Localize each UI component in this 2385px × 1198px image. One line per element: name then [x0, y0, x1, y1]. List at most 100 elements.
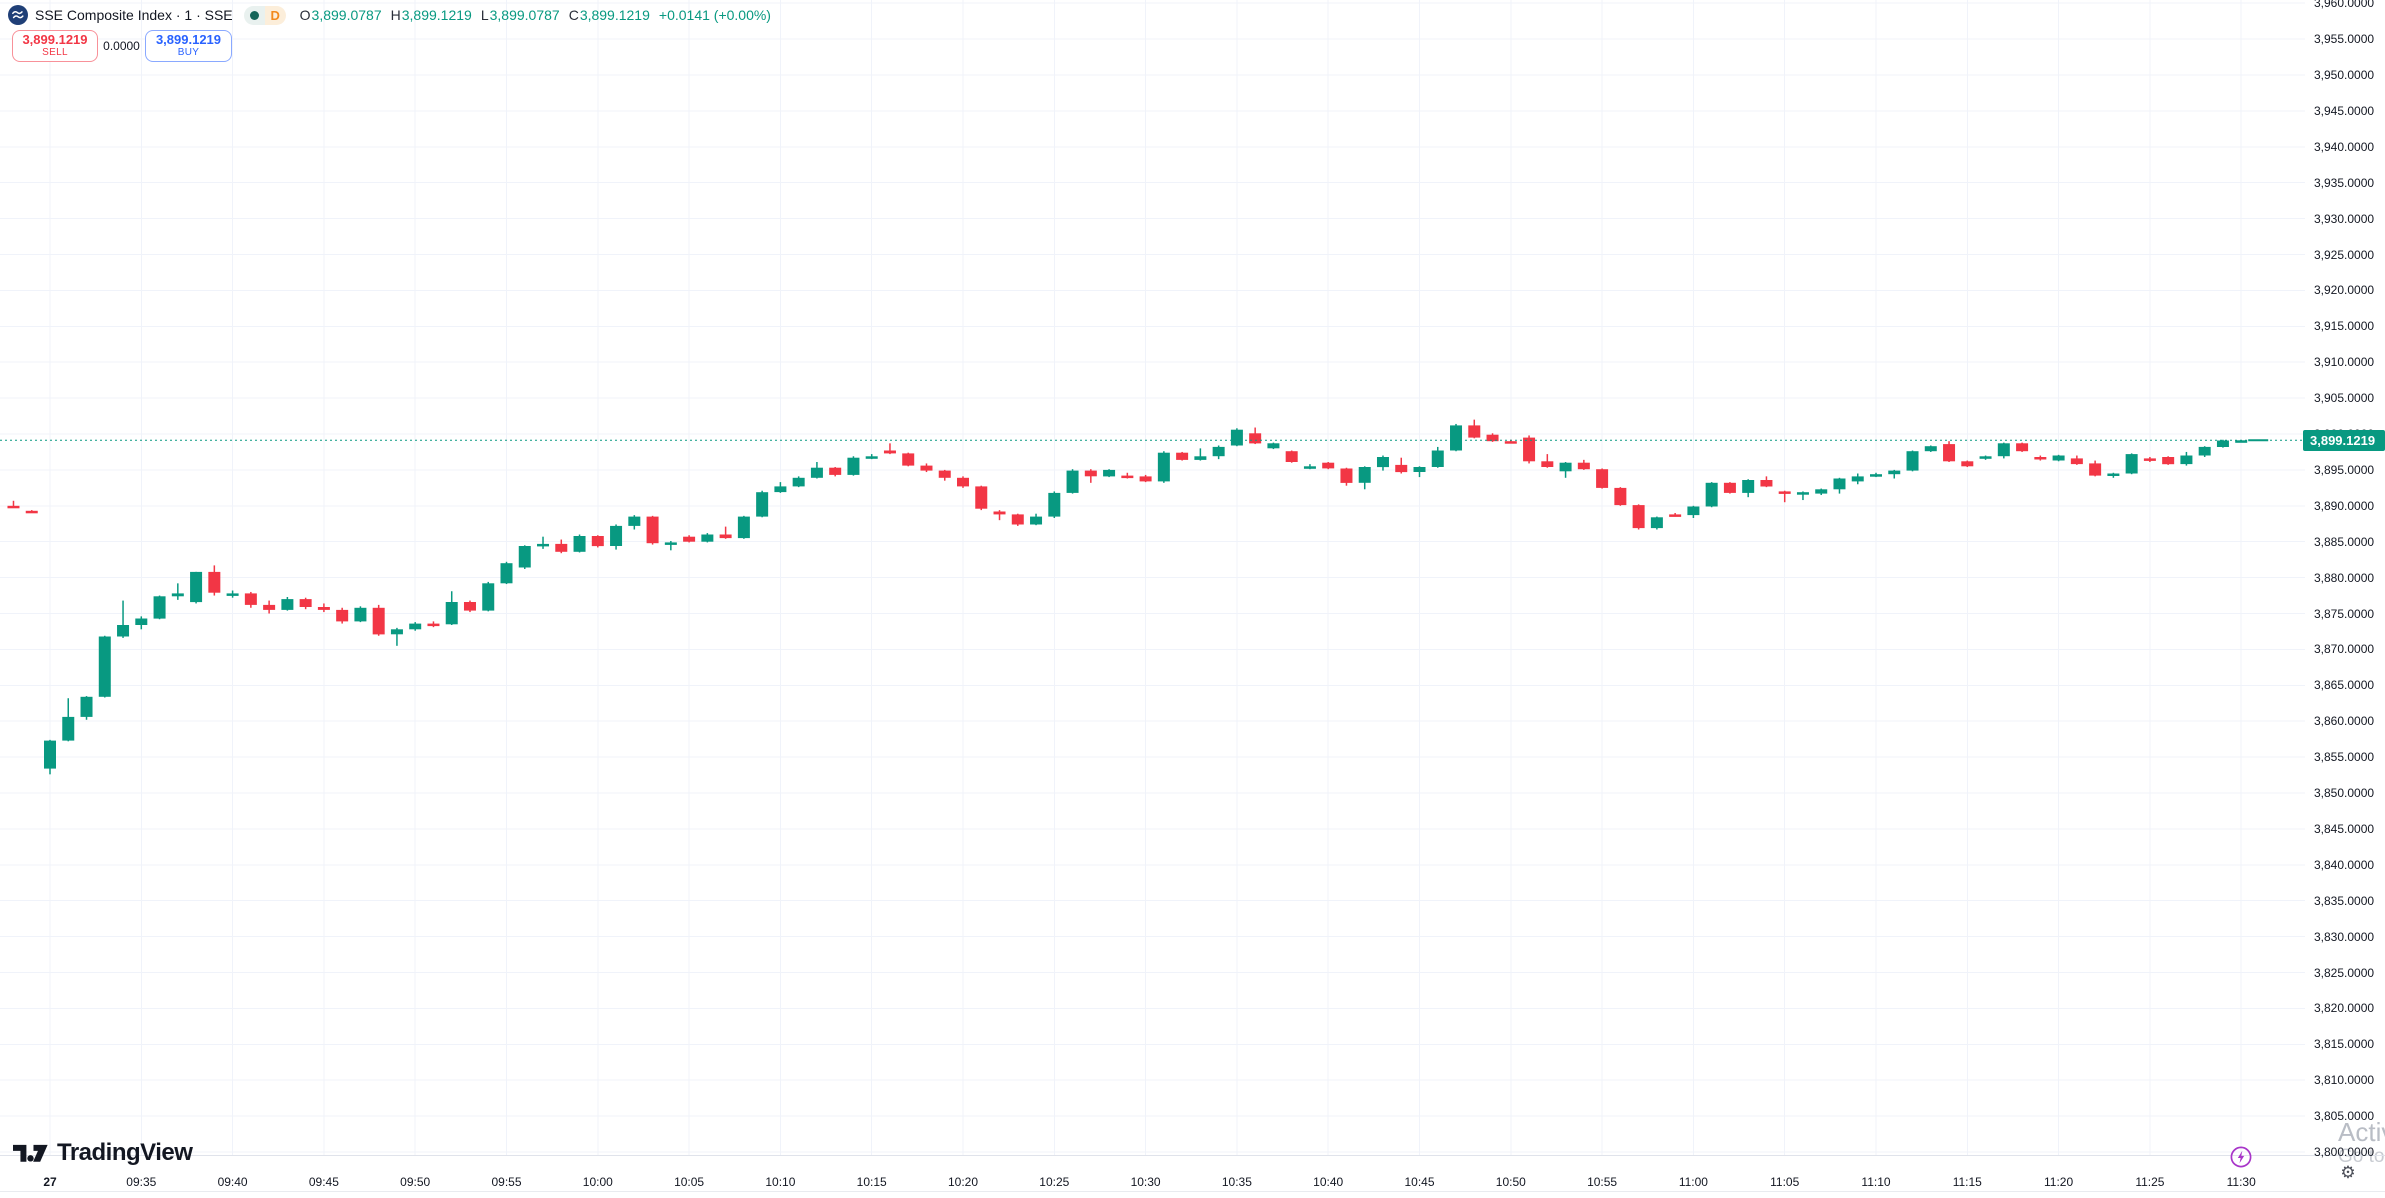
candle-body — [1961, 461, 1974, 467]
price-tick-label: 3,885.0000 — [2314, 534, 2375, 549]
candle-body — [44, 740, 56, 769]
candle-body — [1066, 470, 1079, 493]
candle-body — [1669, 514, 1682, 517]
time-tick-label: 09:50 — [400, 1175, 431, 1189]
time-tick-label: 10:15 — [856, 1175, 887, 1189]
candle-body — [25, 510, 38, 514]
candle-body — [135, 618, 148, 625]
change-value: +0.0141 (+0.00%) — [658, 7, 771, 23]
time-tick-label: 11:05 — [1770, 1175, 1800, 1189]
interval-badge[interactable]: D — [264, 5, 286, 25]
candle-body — [1778, 491, 1791, 494]
time-tick-label: 10:40 — [1313, 1175, 1344, 1189]
candle-body — [1230, 429, 1243, 446]
instant-data-icon[interactable] — [2230, 1146, 2252, 1168]
candle-body — [1157, 452, 1170, 482]
candle-body — [2180, 455, 2193, 465]
price-tick-label: 3,835.0000 — [2314, 893, 2375, 908]
candle-body — [500, 563, 513, 584]
candle-body — [2016, 443, 2029, 452]
candle-body — [1486, 434, 1499, 442]
close-label: C — [568, 7, 579, 23]
candle-body — [829, 467, 842, 475]
candle-body — [1504, 441, 1517, 444]
price-tick-label: 3,805.0000 — [2314, 1109, 2375, 1124]
candle-body — [1943, 444, 1956, 462]
candle-body — [1924, 446, 1937, 452]
candle-body — [1121, 475, 1134, 479]
candle-body — [1194, 456, 1207, 460]
candle-body — [80, 696, 93, 717]
candle-body — [1413, 467, 1426, 472]
candle-body — [683, 536, 696, 542]
candle-body — [957, 477, 969, 487]
close-value: 3,899.1219 — [579, 7, 650, 23]
sell-label: SELL — [42, 47, 68, 58]
candle-body — [1103, 469, 1116, 477]
candle-body — [117, 625, 130, 637]
time-axis-border — [0, 1155, 2385, 1156]
candle-body — [938, 470, 951, 478]
candle-body — [153, 596, 166, 619]
candle-body — [7, 505, 20, 509]
price-tick-label: 3,850.0000 — [2314, 786, 2375, 800]
candle-body — [1906, 451, 1919, 471]
candle-body — [1742, 480, 1755, 493]
price-axis[interactable]: 3,960.0000 3,955.0000 3,950.0000 3,945.0000… — [2303, 0, 2385, 1198]
axis-settings-gear-icon[interactable]: ⚙ — [2340, 1163, 2356, 1183]
price-tick-label: 3,960.0000 — [2314, 0, 2375, 11]
price-tick-label: 3,870.0000 — [2314, 642, 2375, 657]
candle-body — [1559, 462, 1572, 472]
candle-body — [2107, 473, 2120, 476]
candle-body — [98, 636, 111, 697]
candle-body — [902, 453, 915, 466]
candle-body — [975, 486, 988, 509]
price-tick-label: 3,915.0000 — [2314, 319, 2375, 334]
candle-body — [2089, 463, 2102, 476]
tradingview-logo[interactable]: TradingView — [13, 1139, 193, 1167]
candle-body — [865, 456, 878, 459]
time-axis[interactable]: 27 09:35 09:40 09:45 09:50 09:55 10:00 10:05 10:… — [0, 1156, 2385, 1198]
candle-body — [518, 546, 531, 568]
price-tick-label: 3,925.0000 — [2314, 247, 2375, 262]
candle-body — [1303, 466, 1316, 469]
sell-button[interactable]: 3,899.1219 SELL — [12, 30, 98, 62]
price-tick-label: 3,845.0000 — [2314, 821, 2375, 836]
candle-body — [2143, 458, 2156, 461]
candle-body — [1979, 456, 1992, 459]
candle-body — [463, 602, 476, 611]
candle-body — [317, 607, 330, 610]
current-price-label: 3,899.1219 — [2303, 430, 2385, 452]
candle-body — [2125, 454, 2138, 474]
candle-body — [1687, 506, 1700, 516]
candle-body — [1614, 487, 1627, 506]
candle-body — [1650, 517, 1663, 529]
price-tick-label: 3,945.0000 — [2314, 103, 2375, 118]
candle-body — [719, 534, 732, 539]
time-tick-label: 10:50 — [1495, 1175, 1526, 1189]
candle-body — [1285, 451, 1298, 462]
candle-body — [190, 571, 203, 603]
time-tick-label: 11:15 — [1952, 1175, 1982, 1189]
candle-body — [573, 536, 586, 552]
trade-panel: 3,899.1219 SELL 0.0000 3,899.1219 BUY — [12, 30, 232, 62]
candle-body — [792, 477, 805, 487]
time-tick-label: 11:00 — [1678, 1175, 1708, 1189]
sell-price: 3,899.1219 — [22, 32, 88, 47]
candle-body — [646, 516, 659, 544]
time-tick-label: 09:45 — [308, 1175, 339, 1189]
status-interval-pill[interactable]: D — [243, 5, 286, 25]
price-tick-label: 3,950.0000 — [2314, 68, 2375, 82]
price-tick-label: 3,815.0000 — [2314, 1037, 2375, 1052]
time-tick-label: 09:35 — [126, 1175, 157, 1189]
high-value: 3,899.1219 — [401, 7, 472, 23]
candle-body — [2070, 458, 2083, 465]
candle-body — [810, 467, 823, 478]
candle-body — [1376, 457, 1389, 468]
candle-body — [1084, 470, 1097, 477]
low-label: L — [480, 7, 489, 23]
low-value: 3,899.0787 — [489, 7, 560, 23]
buy-button[interactable]: 3,899.1219 BUY — [145, 30, 232, 62]
price-tick-label: 3,895.0000 — [2314, 462, 2375, 477]
